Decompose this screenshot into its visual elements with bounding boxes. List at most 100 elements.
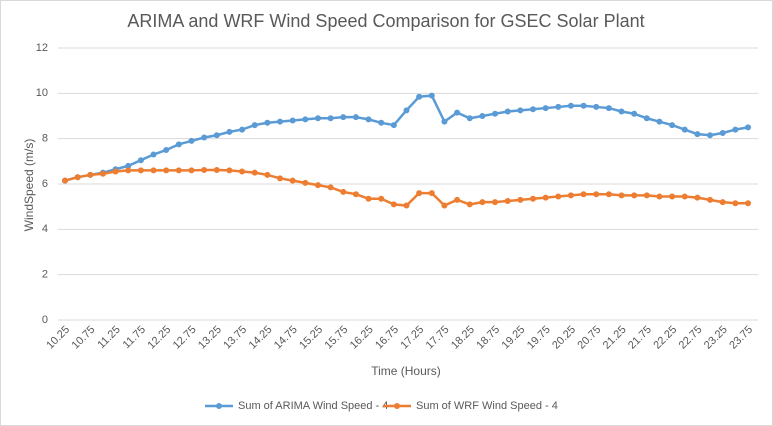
data-point: [226, 128, 233, 135]
data-point: [378, 119, 385, 126]
data-point: [631, 110, 638, 117]
data-point: [732, 126, 739, 133]
data-point: [555, 103, 562, 110]
data-point: [567, 192, 574, 199]
data-point: [656, 193, 663, 200]
y-axis-label: WindSpeed (m/s): [22, 139, 36, 232]
data-point: [302, 116, 309, 123]
data-point: [163, 147, 170, 153]
y-tick-label: 2: [42, 269, 48, 281]
data-point: [327, 184, 334, 191]
data-point: [416, 93, 423, 100]
data-point: [542, 105, 549, 112]
data-point: [707, 196, 714, 203]
data-point: [580, 191, 587, 198]
data-point: [517, 107, 524, 114]
data-point: [99, 170, 106, 177]
data-point: [302, 179, 309, 186]
data-point: [466, 115, 473, 122]
data-point: [454, 109, 461, 116]
data-point: [74, 174, 81, 181]
data-point: [277, 175, 284, 182]
data-point: [605, 105, 612, 112]
y-tick-label: 10: [36, 87, 48, 99]
data-point: [125, 167, 132, 174]
data-point: [669, 193, 676, 200]
data-point: [479, 113, 486, 119]
data-point: [201, 166, 208, 173]
data-point: [454, 196, 461, 203]
data-point: [694, 131, 701, 138]
data-point: [542, 194, 549, 201]
data-point: [504, 198, 511, 204]
data-point: [605, 191, 612, 198]
x-axis-label: Time (Hours): [371, 364, 441, 378]
data-point: [745, 200, 751, 207]
data-point: [428, 190, 435, 197]
data-point: [656, 118, 663, 125]
data-point: [466, 201, 473, 208]
data-point: [416, 190, 423, 197]
data-point: [631, 192, 638, 199]
data-point: [314, 182, 321, 189]
data-point: [175, 141, 182, 148]
data-point: [137, 157, 144, 164]
data-point: [719, 130, 726, 136]
data-point: [340, 188, 347, 195]
data-point: [492, 199, 499, 206]
data-point: [150, 167, 157, 174]
data-point: [492, 110, 499, 117]
data-point: [618, 108, 625, 115]
data-point: [277, 118, 284, 125]
data-point: [62, 177, 68, 184]
data-point: [593, 191, 600, 198]
data-point: [264, 119, 271, 126]
data-point: [441, 118, 448, 125]
legend-label: Sum of ARIMA Wind Speed - 4: [238, 400, 388, 412]
data-point: [352, 191, 359, 198]
data-point: [226, 167, 233, 174]
data-point: [719, 199, 726, 206]
data-point: [669, 122, 676, 129]
data-point: [529, 106, 536, 113]
data-point: [555, 193, 562, 200]
data-point: [251, 122, 258, 129]
data-point: [732, 200, 739, 207]
data-point: [365, 116, 372, 123]
data-point: [112, 168, 119, 175]
data-point: [239, 126, 246, 133]
data-point: [289, 117, 296, 124]
data-point: [643, 115, 650, 122]
y-tick-label: 0: [42, 314, 48, 326]
data-point: [378, 195, 385, 202]
data-point: [352, 114, 359, 121]
data-point: [365, 195, 372, 202]
data-point: [188, 167, 195, 174]
data-point: [340, 114, 347, 121]
data-point: [327, 115, 334, 122]
chart-title: ARIMA and WRF Wind Speed Comparison for …: [127, 11, 644, 31]
data-point: [314, 115, 321, 122]
data-point: [479, 199, 486, 206]
data-point: [175, 167, 182, 174]
data-point: [213, 132, 220, 139]
data-point: [213, 166, 220, 173]
data-point: [694, 194, 701, 201]
y-tick-label: 12: [36, 42, 48, 54]
y-tick-label: 4: [42, 223, 48, 235]
y-tick-label: 6: [42, 178, 48, 190]
data-point: [618, 192, 625, 199]
y-tick-label: 8: [42, 133, 48, 145]
data-point: [264, 171, 271, 178]
data-point: [150, 151, 157, 158]
data-point: [163, 167, 170, 174]
data-point: [403, 107, 410, 114]
data-point: [201, 134, 208, 141]
data-point: [137, 167, 144, 174]
data-point: [681, 193, 688, 200]
data-point: [403, 202, 410, 209]
data-point: [390, 201, 397, 208]
data-point: [745, 124, 751, 131]
data-point: [441, 202, 448, 209]
data-point: [567, 102, 574, 109]
